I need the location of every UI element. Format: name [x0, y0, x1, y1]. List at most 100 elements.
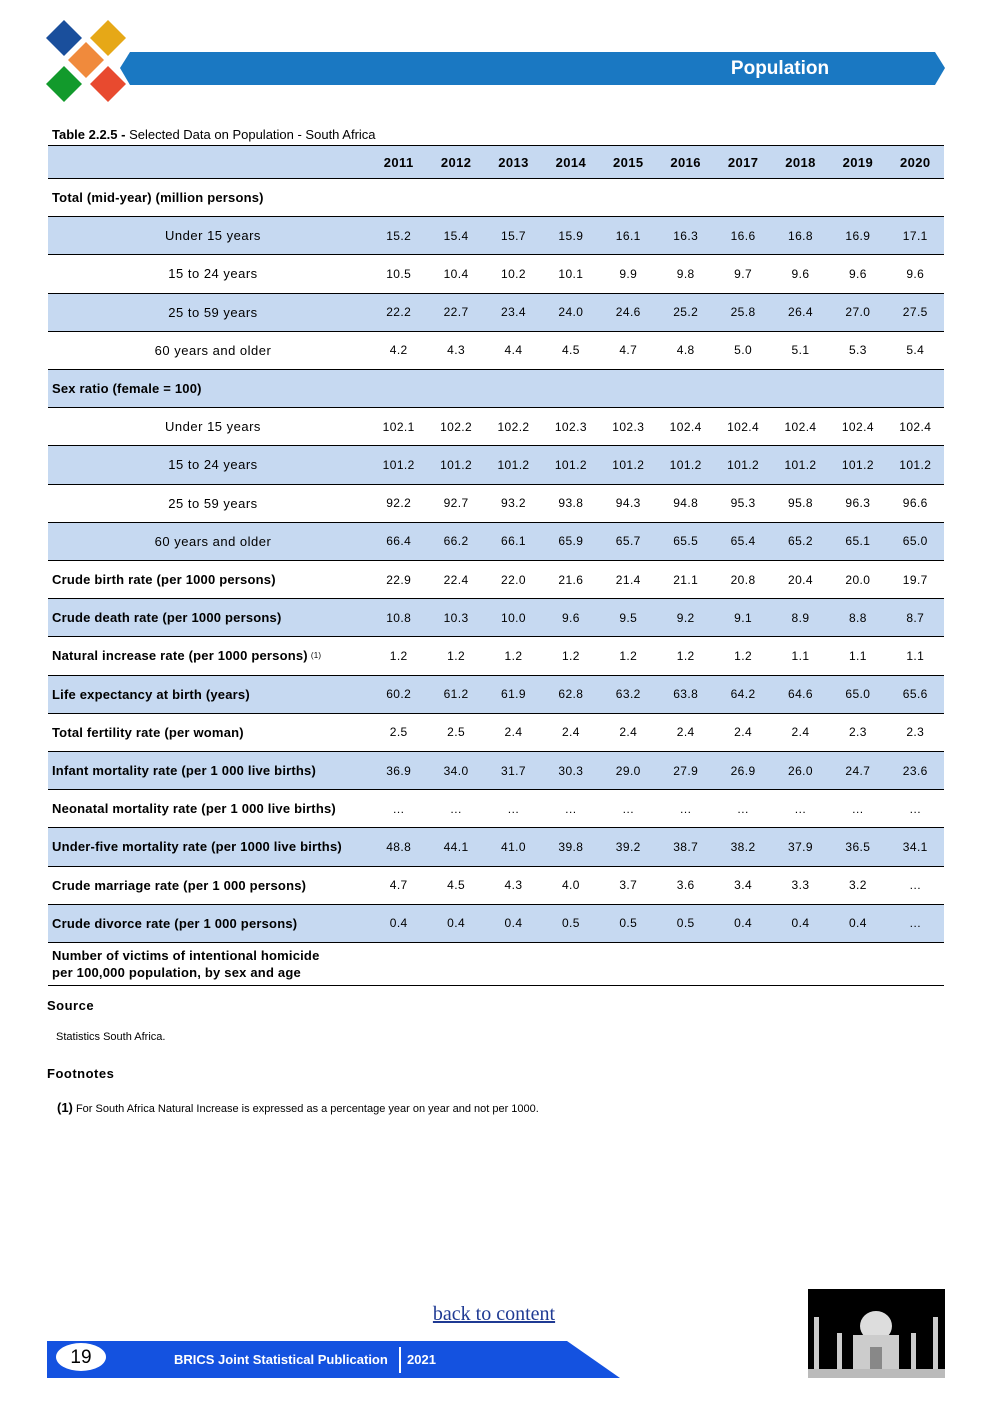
value-cell: 9.7: [734, 266, 753, 281]
value-cell: …: [564, 801, 578, 816]
value-cell: 37.9: [788, 839, 813, 854]
row-label-text: 15 to 24 years: [168, 457, 258, 473]
value-cell: 65.4: [730, 534, 756, 549]
row-label: Life expectancy at birth (years): [52, 676, 250, 713]
value-cell: 24.6: [615, 305, 641, 320]
row-label-text: Natural increase rate (per 1000 persons): [52, 648, 308, 664]
value-cell: 8.8: [848, 610, 867, 625]
table-row: Total (mid-year) (million persons): [48, 179, 944, 218]
value-cell: …: [851, 801, 865, 816]
value-cell: 93.8: [558, 496, 584, 511]
table-row: Natural increase rate (per 1000 persons)…: [48, 637, 944, 676]
value-cell: 9.8: [676, 266, 695, 281]
value-cell: 8.7: [906, 610, 925, 625]
value-cell: 1.2: [619, 648, 638, 663]
table-row: Neonatal mortality rate (per 1 000 live …: [48, 790, 944, 829]
value-cell: 92.2: [386, 496, 412, 511]
value-cell: 39.2: [615, 839, 641, 854]
table-row: Infant mortality rate (per 1 000 live bi…: [48, 752, 944, 791]
row-label-text: 60 years and older: [154, 342, 272, 358]
value-cell: 39.8: [558, 839, 584, 854]
value-cell: …: [622, 801, 635, 816]
row-label: 25 to 59 years: [48, 294, 378, 331]
value-cell: 61.2: [443, 687, 469, 702]
value-cell: 1.1: [791, 648, 810, 663]
value-cell: 9.6: [906, 266, 925, 281]
value-cell: 22.4: [443, 572, 469, 587]
value-cell: 0.5: [561, 916, 580, 931]
sub-row: 25 to 59 years 92.2 92.7 93.2 93.8 94.3 94.8 95…: [48, 485, 944, 523]
value-cell: 27.9: [673, 763, 699, 778]
row-label-text: Crude birth rate (per 1000 persons): [52, 572, 276, 588]
table-caption: Table 2.2.5 - Selected Data on Populatio…: [52, 127, 376, 142]
value-cell: 10.1: [558, 266, 584, 281]
value-cell: 17.1: [902, 228, 928, 243]
table-row: Total fertility rate (per woman) 2.5 2.5 2.…: [48, 714, 944, 752]
value-cell: 10.8: [386, 610, 412, 625]
value-cell: 65.0: [902, 534, 928, 549]
value-cell: 10.3: [443, 610, 469, 625]
value-cell: 96.3: [845, 496, 871, 511]
row-label: Total (mid-year) (million persons): [52, 179, 264, 216]
value-cell: 26.0: [788, 763, 813, 778]
value-cell: 94.3: [615, 496, 641, 511]
value-cell: 15.2: [386, 228, 412, 243]
value-cell: 65.6: [902, 687, 928, 702]
column-header: 2012: [440, 154, 472, 170]
value-cell: 0.4: [791, 916, 810, 931]
row-label-text: 25 to 59 years: [168, 495, 258, 511]
sub-row: Under 15 years 102.1 102.2 102.2 102.3 102.3 1…: [48, 408, 944, 447]
column-header: 2017: [727, 154, 759, 170]
value-cell: 64.2: [730, 687, 756, 702]
value-cell: 9.9: [619, 266, 638, 281]
row-label-text: 60 years and older: [154, 533, 272, 549]
value-cell: 102.4: [784, 419, 817, 434]
value-cell: 21.6: [558, 572, 584, 587]
sub-row: 60 years and older 4.2 4.3 4.4 4.5 4.7 4.8 5.0 5…: [48, 332, 944, 370]
source-text: Statistics South Africa.: [56, 1031, 166, 1043]
value-cell: 31.7: [501, 763, 526, 778]
value-cell: 24.7: [845, 763, 871, 778]
header-graphics: [46, 20, 945, 102]
value-cell: 102.3: [612, 419, 645, 434]
value-cell: 0.4: [504, 916, 523, 931]
value-cell: 1.2: [504, 648, 523, 663]
value-cell: 60.2: [386, 687, 412, 702]
value-cell: 10.2: [501, 266, 526, 281]
table-row: Crude divorce rate (per 1 000 persons) 0.…: [48, 904, 944, 943]
value-cell: 38.2: [730, 839, 756, 854]
value-cell: 61.9: [501, 687, 526, 702]
back-to-content-link[interactable]: back to content: [432, 1303, 556, 1325]
value-cell: 1.2: [389, 648, 408, 663]
value-cell: 5.4: [906, 343, 925, 358]
value-cell: 16.1: [615, 228, 641, 243]
value-cell: 10.0: [501, 610, 526, 625]
sub-row: Under 15 years 15.2 15.4 15.7 15.9 16.1 16.3 16…: [48, 217, 944, 256]
row-label-text: Infant mortality rate (per 1 000 live bi…: [52, 763, 317, 779]
value-cell: 25.8: [730, 305, 756, 320]
value-cell: 9.1: [734, 610, 753, 625]
row-label-text: Under-five mortality rate (per 1000 live…: [52, 839, 342, 855]
value-cell: 65.2: [788, 534, 813, 549]
value-cell: 26.4: [788, 305, 813, 320]
value-cell: 2.4: [734, 725, 753, 740]
value-cell: 101.2: [727, 457, 760, 472]
value-cell: 5.0: [734, 343, 753, 358]
value-cell: 0.4: [734, 916, 753, 931]
table-row: Crude death rate (per 1000 persons) 10.8 1…: [48, 599, 944, 638]
section-title: Population: [730, 57, 830, 79]
row-label: 15 to 24 years: [48, 446, 378, 483]
row-label-text: Crude marriage rate (per 1 000 persons): [52, 877, 307, 893]
value-cell: 0.5: [619, 916, 638, 931]
row-label: Under 15 years: [48, 217, 378, 254]
column-header: 2019: [842, 154, 874, 170]
row-label-text: Sex ratio (female = 100): [52, 381, 202, 397]
value-cell: 3.2: [848, 878, 867, 893]
value-cell: 23.6: [902, 763, 928, 778]
table-row: Number of victims of intentional homicid…: [48, 943, 944, 986]
value-cell: 2.4: [561, 725, 580, 740]
value-cell: 0.4: [447, 916, 466, 931]
value-cell: 96.6: [902, 496, 928, 511]
value-cell: 1.1: [906, 648, 925, 663]
sub-row: 15 to 24 years 10.5 10.4 10.2 10.1 9.9 9.8 9.7 9…: [48, 255, 944, 294]
